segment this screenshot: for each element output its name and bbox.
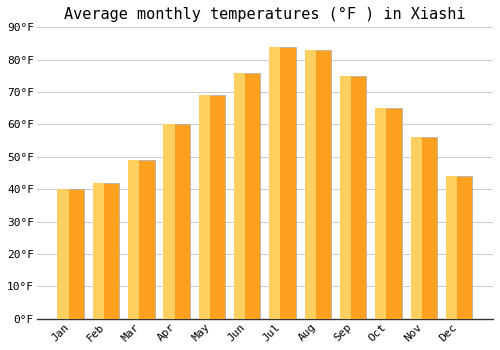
Bar [234, 73, 260, 319]
Bar [410, 138, 422, 319]
Bar [446, 176, 457, 319]
Bar [340, 76, 351, 319]
Bar [128, 160, 154, 319]
Title: Average monthly temperatures (°F ) in Xiashi: Average monthly temperatures (°F ) in Xi… [64, 7, 466, 22]
Bar [375, 108, 402, 319]
Bar [164, 125, 190, 319]
Bar [58, 189, 68, 319]
Bar [198, 95, 210, 319]
Bar [340, 76, 366, 319]
Bar [304, 50, 331, 319]
Bar [446, 176, 472, 319]
Bar [93, 183, 120, 319]
Bar [410, 138, 437, 319]
Bar [128, 160, 139, 319]
Bar [58, 189, 84, 319]
Bar [234, 73, 245, 319]
Bar [93, 183, 104, 319]
Bar [164, 125, 174, 319]
Bar [270, 47, 280, 319]
Bar [270, 47, 296, 319]
Bar [198, 95, 225, 319]
Bar [375, 108, 386, 319]
Bar [304, 50, 316, 319]
